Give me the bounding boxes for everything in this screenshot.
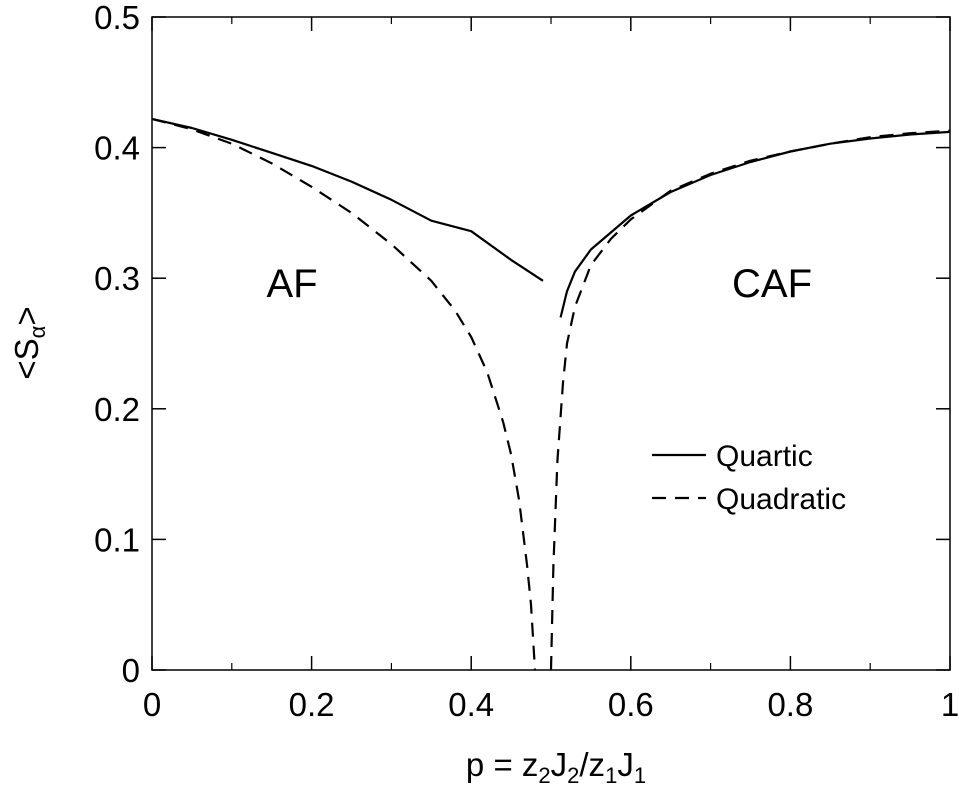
tick-labels: 0 0.2 0.4 0.6 0.8 1 0 0.1 0.2 0.3 0.4 0.5 xyxy=(94,0,959,723)
tick-marks xyxy=(151,16,951,671)
y-tick-label-0.2: 0.2 xyxy=(94,391,140,428)
y-tick-label-0.4: 0.4 xyxy=(94,130,140,167)
x-tick-label-0.4: 0.4 xyxy=(448,686,494,723)
y-tick-label-0: 0 xyxy=(122,652,140,689)
series-quadratic-segment-0 xyxy=(151,117,537,671)
x-tick-label-0.8: 0.8 xyxy=(767,686,813,723)
series-quartic-segment-1 xyxy=(559,130,951,318)
x-tick-label-0: 0 xyxy=(143,686,161,723)
y-axis-title: <Sα> xyxy=(8,306,50,379)
y-tick-label-0.3: 0.3 xyxy=(94,260,140,297)
x-axis-title: p = z2J2/z1J1 xyxy=(466,746,646,786)
x-tick-label-0.6: 0.6 xyxy=(608,686,654,723)
curves xyxy=(151,117,951,671)
y-tick-label-0.5: 0.5 xyxy=(94,0,140,36)
series-quadratic-segment-1 xyxy=(549,129,951,671)
legend: Quartic Quadratic xyxy=(652,440,846,516)
region-label-caf: CAF xyxy=(732,262,812,306)
y-tick-label-0.1: 0.1 xyxy=(94,521,140,558)
legend-label-quadratic: Quadratic xyxy=(716,483,846,516)
series-quartic-segment-0 xyxy=(151,117,544,282)
plot-frame xyxy=(151,16,951,671)
x-tick-label-0.2: 0.2 xyxy=(289,686,335,723)
legend-label-quartic: Quartic xyxy=(716,440,813,473)
x-tick-label-1: 1 xyxy=(941,686,959,723)
region-label-af: AF xyxy=(266,262,317,306)
